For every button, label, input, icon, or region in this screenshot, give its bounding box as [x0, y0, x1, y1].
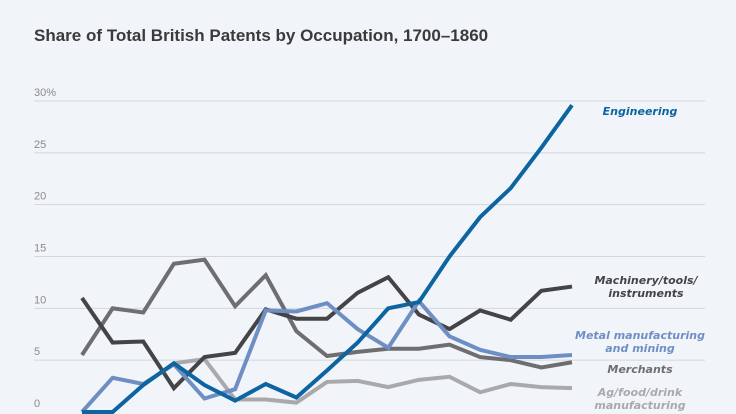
- y-tick-label: 25: [34, 139, 46, 151]
- series-label-line: manufacturing: [594, 399, 685, 412]
- y-tick-label: 5: [34, 346, 40, 358]
- y-tick-label: 0: [34, 398, 40, 410]
- series-label: Machinery/tools/instruments: [594, 274, 698, 300]
- series-label-line: Merchants: [607, 363, 673, 376]
- series-label: Ag/food/drink manufacturing: [594, 386, 685, 412]
- y-tick-label: 10: [34, 294, 46, 306]
- series-line-engineering: [82, 103, 574, 414]
- series-line-ag-food-drink-manufacturing: [142, 356, 573, 405]
- series-label-line: Machinery/tools/: [594, 274, 698, 287]
- series-label-line: Ag/food/drink: [597, 386, 683, 399]
- series-label: Merchants: [607, 363, 673, 376]
- series-label: Metal manufacturing and mining: [575, 329, 705, 355]
- chart-title: Share of Total British Patents by Occupa…: [34, 26, 489, 45]
- series-line-merchants: [80, 257, 573, 370]
- y-tick-label: 20: [34, 191, 46, 203]
- series-label-line: Engineering: [603, 105, 678, 118]
- y-tick-label: 30%: [34, 87, 56, 99]
- series-label-line: and mining: [605, 342, 675, 355]
- series-label-line: Metal manufacturing: [575, 329, 705, 342]
- y-tick-label: 15: [34, 243, 46, 255]
- series-label: Engineering: [603, 105, 678, 118]
- series-label-line: instruments: [608, 287, 684, 300]
